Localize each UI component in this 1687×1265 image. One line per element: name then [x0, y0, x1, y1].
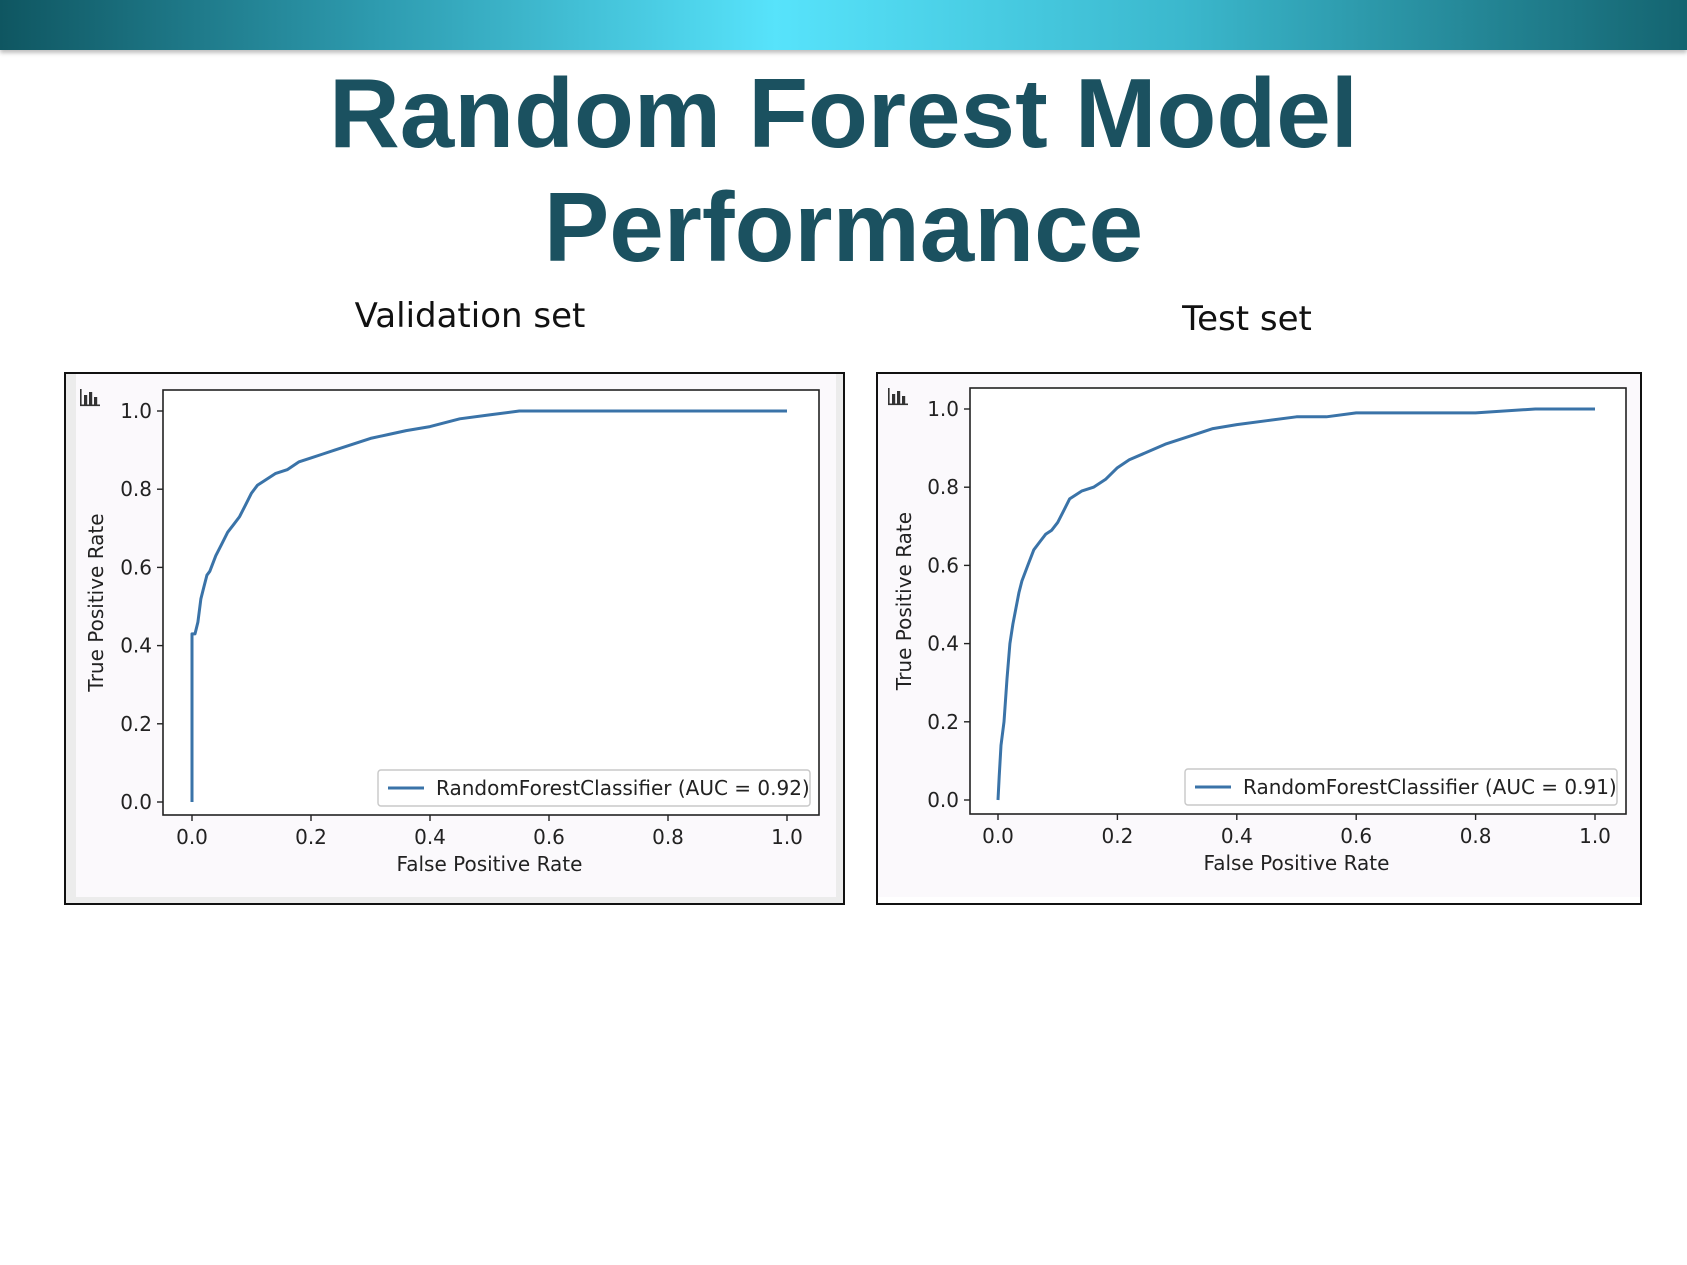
legend-box: [377, 769, 811, 807]
validation-roc-panel: 0.0 0.2 0.4 0.6 0.8 1.0 0.0 0.2 0.4 0.6 0.8 1.0 Fals…: [64, 372, 845, 905]
y-tick-label: 0.4: [120, 634, 152, 658]
test-set-caption: Test set: [1182, 299, 1312, 339]
y-tick-label: 0.6: [927, 553, 959, 577]
slide-title: Random Forest Model Performance: [0, 56, 1687, 284]
icon-base: [888, 403, 908, 406]
legend-label: RandomForestClassifier (AUC = 0.92): [436, 776, 810, 800]
y-tick-label: 0.4: [927, 632, 959, 656]
x-tick-label: 1.0: [771, 825, 803, 849]
y-tick-label: 0.0: [927, 788, 959, 812]
icon-bar: [84, 395, 88, 405]
slide-title-line-2: Performance: [543, 172, 1144, 282]
legend: RandomForestClassifier (AUC = 0.91): [1184, 768, 1618, 806]
icon-bar: [902, 396, 906, 404]
y-tick-label: 1.0: [120, 399, 152, 423]
x-tick-label: 1.0: [1579, 824, 1611, 848]
axes-frame: [162, 389, 820, 816]
chart-toolbar-icon: [888, 388, 908, 406]
x-tick-label: 0.0: [982, 824, 1014, 848]
x-tick-label: 0.4: [414, 825, 446, 849]
x-tick-label: 0.2: [1101, 824, 1133, 848]
x-tick-label: 0.4: [1221, 824, 1253, 848]
icon-axis: [888, 388, 890, 405]
y-tick-label: 0.2: [927, 710, 959, 734]
axes-frame: [969, 387, 1627, 815]
y-tick-label: 0.8: [927, 475, 959, 499]
icon-bar: [89, 392, 93, 405]
y-tick-label: 0.2: [120, 712, 152, 736]
x-tick-label: 0.8: [1460, 824, 1492, 848]
x-tick-label: 0.2: [295, 825, 327, 849]
legend-box: [1184, 768, 1618, 806]
x-axis-label: False Positive Rate: [397, 852, 583, 876]
roc-curve-line: [996, 407, 1595, 801]
y-axis-label: True Positive Rate: [892, 512, 916, 691]
x-tick-label: 0.0: [176, 825, 208, 849]
legend: RandomForestClassifier (AUC = 0.92): [377, 769, 811, 807]
validation-set-caption: Validation set: [354, 296, 586, 336]
slide-title-line-1: Random Forest Model: [328, 58, 1359, 168]
y-tick-label: 0.0: [120, 790, 152, 814]
legend-label: RandomForestClassifier (AUC = 0.91): [1243, 775, 1617, 799]
icon-axis: [80, 389, 82, 406]
x-tick-label: 0.6: [533, 825, 565, 849]
icon-bar: [892, 394, 896, 404]
x-axis-label: False Positive Rate: [1204, 851, 1390, 875]
x-tick-label: 0.6: [1340, 824, 1372, 848]
roc-curve-line: [190, 409, 787, 802]
icon-bar: [897, 391, 901, 404]
y-tick-label: 0.6: [120, 555, 152, 579]
validation-roc-chart: 0.0 0.2 0.4 0.6 0.8 1.0 0.0 0.2 0.4 0.6 0.8 1.0 Fals…: [66, 374, 843, 903]
y-tick-label: 0.8: [120, 477, 152, 501]
y-axis-label: True Positive Rate: [84, 513, 108, 692]
chart-toolbar-icon: [80, 389, 100, 407]
test-roc-panel: 0.0 0.2 0.4 0.6 0.8 1.0 0.0 0.2 0.4 0.6 0.8 1.0 Fals…: [876, 372, 1642, 905]
x-tick-label: 0.8: [652, 825, 684, 849]
slide-header-bar: [0, 0, 1687, 50]
test-roc-chart: 0.0 0.2 0.4 0.6 0.8 1.0 0.0 0.2 0.4 0.6 0.8 1.0 Fals…: [878, 374, 1640, 897]
icon-base: [80, 404, 100, 407]
y-tick-label: 1.0: [927, 397, 959, 421]
icon-bar: [94, 397, 98, 405]
